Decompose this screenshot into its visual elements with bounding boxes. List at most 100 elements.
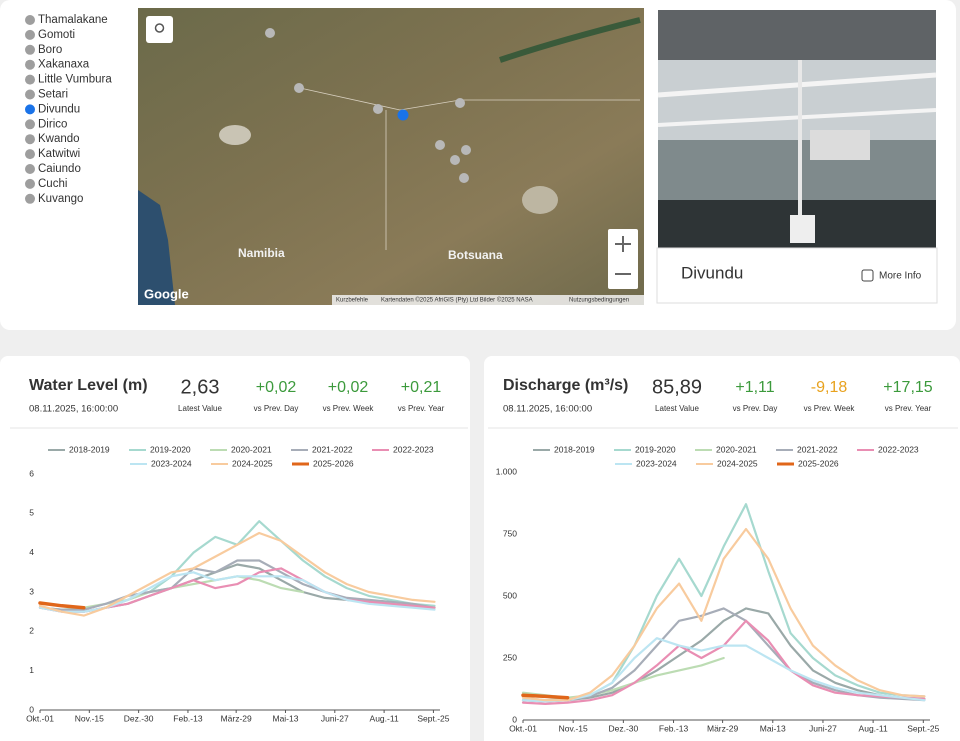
series-line bbox=[521, 607, 926, 703]
legend-label[interactable]: 2022-2023 bbox=[393, 444, 434, 454]
legend-label[interactable]: 2019-2020 bbox=[635, 444, 676, 454]
station-dot[interactable] bbox=[25, 89, 35, 100]
map-label: Namibia bbox=[238, 246, 285, 260]
x-tick-label: Nov.-15 bbox=[75, 713, 104, 723]
metric-label: vs Prev. Year bbox=[885, 404, 932, 413]
panel bbox=[0, 356, 470, 741]
x-tick-label: Sept.-25 bbox=[417, 713, 449, 723]
map-footer: Kartendaten ©2025 AfriGIS (Pty) Ltd Bild… bbox=[381, 297, 533, 304]
series-line bbox=[521, 693, 570, 700]
metric-value: +0,02 bbox=[328, 379, 369, 396]
station-dot[interactable] bbox=[25, 15, 35, 25]
timestamp: 08.11.2025, 16:00:00 bbox=[29, 404, 118, 415]
metric-label: vs Prev. Week bbox=[804, 404, 856, 413]
series-line bbox=[38, 531, 436, 617]
map[interactable] bbox=[138, 8, 644, 305]
timestamp: 08.11.2025, 16:00:00 bbox=[503, 404, 592, 415]
station-dot[interactable] bbox=[25, 74, 35, 85]
metric-value: 85,89 bbox=[652, 376, 702, 398]
y-tick-label: 500 bbox=[503, 590, 517, 600]
legend-label[interactable]: 2018-2019 bbox=[69, 444, 110, 454]
x-tick-label: Juni-27 bbox=[809, 723, 837, 733]
station-dot[interactable] bbox=[25, 119, 35, 130]
station-dot[interactable] bbox=[25, 59, 35, 70]
station-name[interactable]: Gomoti bbox=[38, 29, 75, 41]
station-dot[interactable] bbox=[25, 164, 35, 174]
station-dot[interactable] bbox=[25, 104, 35, 115]
x-tick-label: Dez.-30 bbox=[124, 713, 154, 723]
y-tick-label: 0 bbox=[512, 714, 517, 724]
station-name[interactable]: Kwando bbox=[38, 133, 80, 145]
x-tick-label: Dez.-30 bbox=[608, 723, 638, 733]
x-tick-label: Sept.-25 bbox=[907, 723, 939, 733]
station-name[interactable]: Kuvango bbox=[38, 193, 83, 205]
checkbox[interactable] bbox=[861, 269, 874, 282]
station-dot[interactable] bbox=[25, 193, 35, 204]
metric-label: vs Prev. Week bbox=[323, 404, 375, 413]
map-footer[interactable]: Kurzbefehle bbox=[336, 298, 369, 304]
station-name[interactable]: Xakanaxa bbox=[38, 59, 90, 71]
x-tick-label: Okt.-01 bbox=[26, 713, 54, 723]
legend-label[interactable]: 2025-2026 bbox=[313, 458, 354, 468]
metric-value: -9,18 bbox=[811, 379, 848, 396]
station-name[interactable]: Cuchi bbox=[38, 178, 67, 190]
legend-label[interactable]: 2021-2022 bbox=[797, 444, 838, 454]
x-tick-label: Feb.-13 bbox=[173, 713, 203, 723]
checkbox-label[interactable]: More Info bbox=[879, 271, 922, 282]
legend-label[interactable]: 2020-2021 bbox=[231, 444, 272, 454]
map-footer[interactable]: Nutzungsbedingungen bbox=[569, 298, 629, 304]
metric-label: vs Prev. Day bbox=[254, 404, 299, 413]
legend-label[interactable]: 2018-2019 bbox=[554, 444, 595, 454]
station-dot[interactable] bbox=[25, 44, 35, 55]
station-dot[interactable] bbox=[25, 178, 35, 189]
series-line bbox=[521, 527, 926, 702]
legend-label[interactable]: 2019-2020 bbox=[150, 444, 191, 454]
y-tick-label: 250 bbox=[503, 652, 517, 662]
legend-label[interactable]: 2024-2025 bbox=[232, 458, 273, 468]
metric-value: 2,63 bbox=[181, 376, 220, 398]
legend-label[interactable]: 2021-2022 bbox=[312, 444, 353, 454]
x-tick-label: März-29 bbox=[221, 713, 252, 723]
station-name[interactable]: Little Vumbura bbox=[38, 74, 112, 86]
y-tick-label: 3 bbox=[29, 586, 34, 596]
station-dot[interactable] bbox=[25, 134, 35, 145]
card-title: Divundu bbox=[681, 263, 743, 282]
legend-label[interactable]: 2023-2024 bbox=[636, 458, 677, 468]
map-logo: Google bbox=[144, 286, 189, 301]
legend-label[interactable]: 2022-2023 bbox=[878, 444, 919, 454]
info-card bbox=[656, 247, 938, 304]
y-tick-label: 4 bbox=[29, 547, 34, 557]
metric-label: vs Prev. Day bbox=[733, 404, 778, 413]
y-tick-label: 0 bbox=[29, 704, 34, 714]
legend-label[interactable]: 2025-2026 bbox=[798, 458, 839, 468]
y-tick-label: 1 bbox=[29, 665, 34, 675]
station-name[interactable]: Divundu bbox=[38, 103, 80, 115]
metric-value: +0,02 bbox=[256, 379, 297, 396]
legend-label[interactable]: 2023-2024 bbox=[151, 458, 192, 468]
x-tick-label: Okt.-01 bbox=[509, 723, 537, 733]
metric-value: +0,21 bbox=[401, 379, 442, 396]
series-line bbox=[38, 601, 86, 610]
legend-label[interactable]: 2020-2021 bbox=[716, 444, 757, 454]
station-dot[interactable] bbox=[25, 149, 35, 160]
station-dot[interactable] bbox=[25, 29, 35, 40]
station-name[interactable]: Dirico bbox=[38, 118, 67, 130]
station-name[interactable]: Setari bbox=[38, 89, 68, 101]
x-tick-label: Aug.-11 bbox=[859, 723, 888, 733]
metric-label: Latest Value bbox=[655, 404, 699, 413]
metric-value: +1,11 bbox=[735, 379, 774, 396]
panel-title: Water Level (m) bbox=[29, 377, 148, 394]
station-photo bbox=[657, 10, 937, 248]
station-name[interactable]: Thamalakane bbox=[38, 14, 108, 26]
station-name[interactable]: Katwitwi bbox=[38, 148, 80, 160]
legend-label[interactable]: 2024-2025 bbox=[717, 458, 758, 468]
station-name[interactable]: Caiundo bbox=[38, 163, 81, 175]
series-line bbox=[38, 559, 436, 611]
x-tick-label: Nov.-15 bbox=[559, 723, 588, 733]
x-tick-label: Aug.-11 bbox=[370, 713, 399, 723]
y-tick-label: 5 bbox=[29, 508, 34, 518]
x-tick-label: Mai-13 bbox=[272, 713, 298, 723]
station-name[interactable]: Boro bbox=[38, 44, 62, 56]
metric-label: vs Prev. Year bbox=[398, 404, 445, 413]
